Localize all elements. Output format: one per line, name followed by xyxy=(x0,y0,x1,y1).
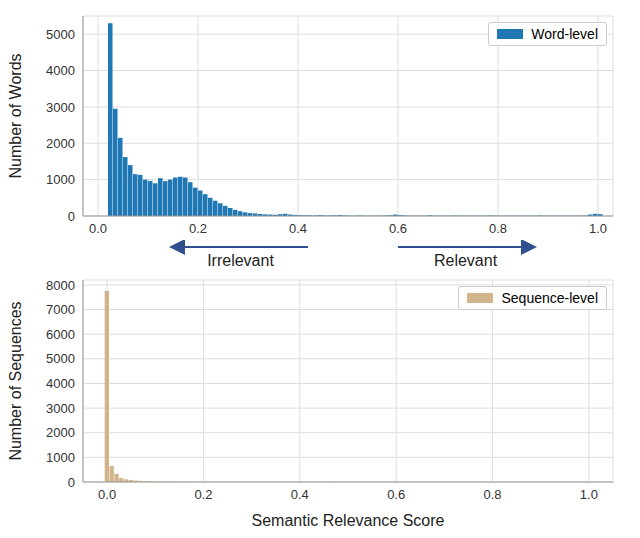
svg-text:1.0: 1.0 xyxy=(580,487,598,502)
svg-text:5000: 5000 xyxy=(46,27,75,42)
svg-text:5000: 5000 xyxy=(46,351,75,366)
svg-text:0.4: 0.4 xyxy=(291,487,309,502)
svg-text:3000: 3000 xyxy=(46,100,75,115)
svg-text:Irrelevant: Irrelevant xyxy=(207,252,274,269)
svg-text:0: 0 xyxy=(68,209,75,224)
svg-text:Semantic Relevance Score: Semantic Relevance Score xyxy=(252,512,445,528)
svg-text:3000: 3000 xyxy=(46,401,75,416)
svg-text:1000: 1000 xyxy=(46,450,75,465)
svg-text:8000: 8000 xyxy=(46,278,75,293)
svg-text:Number of Sequences: Number of Sequences xyxy=(8,301,24,460)
svg-text:0.6: 0.6 xyxy=(389,221,407,236)
html-text:Word-level: Word-level xyxy=(531,26,598,42)
svg-text:4000: 4000 xyxy=(46,376,75,391)
svg-text:0.8: 0.8 xyxy=(484,487,502,502)
svg-text:0: 0 xyxy=(68,475,75,490)
svg-text:2000: 2000 xyxy=(46,136,75,151)
svg-text:Relevant: Relevant xyxy=(434,252,498,269)
svg-text:4000: 4000 xyxy=(46,63,75,78)
svg-text:1000: 1000 xyxy=(46,172,75,187)
html-text:Sequence-level: Sequence-level xyxy=(501,290,598,306)
svg-text:0.4: 0.4 xyxy=(289,221,307,236)
svg-text:0.0: 0.0 xyxy=(98,487,116,502)
svg-text:0.0: 0.0 xyxy=(89,221,107,236)
svg-text:0.6: 0.6 xyxy=(387,487,405,502)
svg-text:1.0: 1.0 xyxy=(589,221,607,236)
svg-text:2000: 2000 xyxy=(46,425,75,440)
svg-text:0.2: 0.2 xyxy=(194,487,212,502)
svg-text:7000: 7000 xyxy=(46,302,75,317)
svg-text:0.2: 0.2 xyxy=(189,221,207,236)
svg-text:0.8: 0.8 xyxy=(489,221,507,236)
svg-text:6000: 6000 xyxy=(46,327,75,342)
svg-text:Number of Words: Number of Words xyxy=(8,53,24,178)
